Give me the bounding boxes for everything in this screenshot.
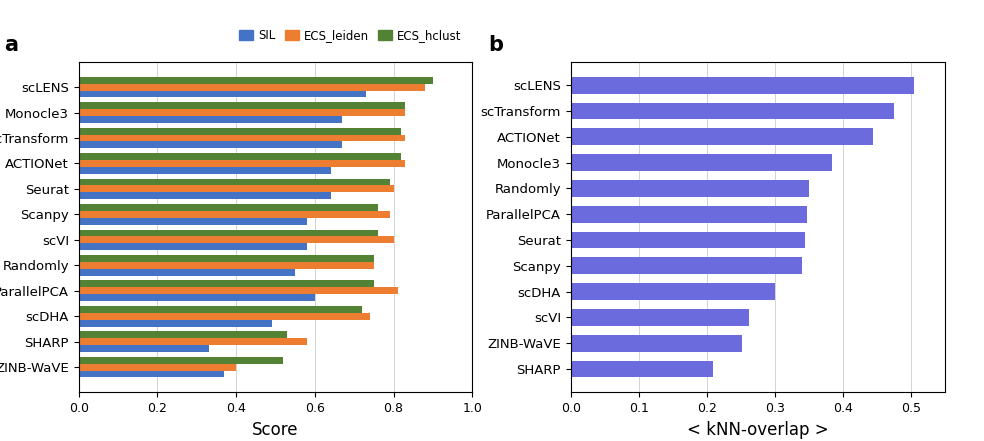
Bar <box>79 255 374 262</box>
Bar <box>79 338 307 345</box>
Bar <box>571 283 774 300</box>
Bar <box>79 306 362 313</box>
Bar <box>79 84 425 90</box>
Bar <box>79 186 394 192</box>
Bar <box>79 192 331 199</box>
Bar <box>79 364 236 370</box>
Bar <box>79 218 307 225</box>
Bar <box>79 294 315 301</box>
Bar <box>79 109 405 116</box>
Bar <box>571 361 713 377</box>
Bar <box>79 128 401 135</box>
Bar <box>79 236 394 243</box>
Legend: SIL, ECS_leiden, ECS_hclust: SIL, ECS_leiden, ECS_hclust <box>234 25 466 47</box>
Bar <box>571 232 805 248</box>
Bar <box>79 243 307 250</box>
Bar <box>79 116 342 123</box>
X-axis label: < kNN-overlap >: < kNN-overlap > <box>687 421 829 439</box>
Bar <box>79 135 405 142</box>
Bar <box>571 335 742 351</box>
Bar <box>79 153 401 160</box>
Bar <box>79 370 224 377</box>
Bar <box>79 229 378 236</box>
Bar <box>79 345 209 352</box>
Bar <box>79 204 378 211</box>
Bar <box>79 142 342 148</box>
Bar <box>79 331 287 338</box>
Bar <box>571 206 807 223</box>
Bar <box>79 280 374 288</box>
Bar <box>79 357 283 364</box>
Bar <box>79 320 272 326</box>
Bar <box>571 128 873 145</box>
Bar <box>79 313 370 320</box>
Bar <box>571 154 832 171</box>
Bar <box>79 211 390 218</box>
Bar <box>79 160 405 167</box>
Text: b: b <box>488 35 504 55</box>
Bar <box>79 90 366 97</box>
Bar <box>79 102 405 109</box>
Bar <box>571 77 914 93</box>
Bar <box>571 309 749 326</box>
Bar <box>79 179 390 186</box>
Text: a: a <box>4 35 18 55</box>
Bar <box>571 103 893 120</box>
X-axis label: Score: Score <box>252 421 299 439</box>
Bar <box>79 269 295 276</box>
Bar <box>571 258 802 274</box>
Bar <box>79 167 331 174</box>
Bar <box>79 262 374 269</box>
Bar <box>79 77 433 84</box>
Bar <box>79 288 398 294</box>
Bar <box>571 180 809 197</box>
